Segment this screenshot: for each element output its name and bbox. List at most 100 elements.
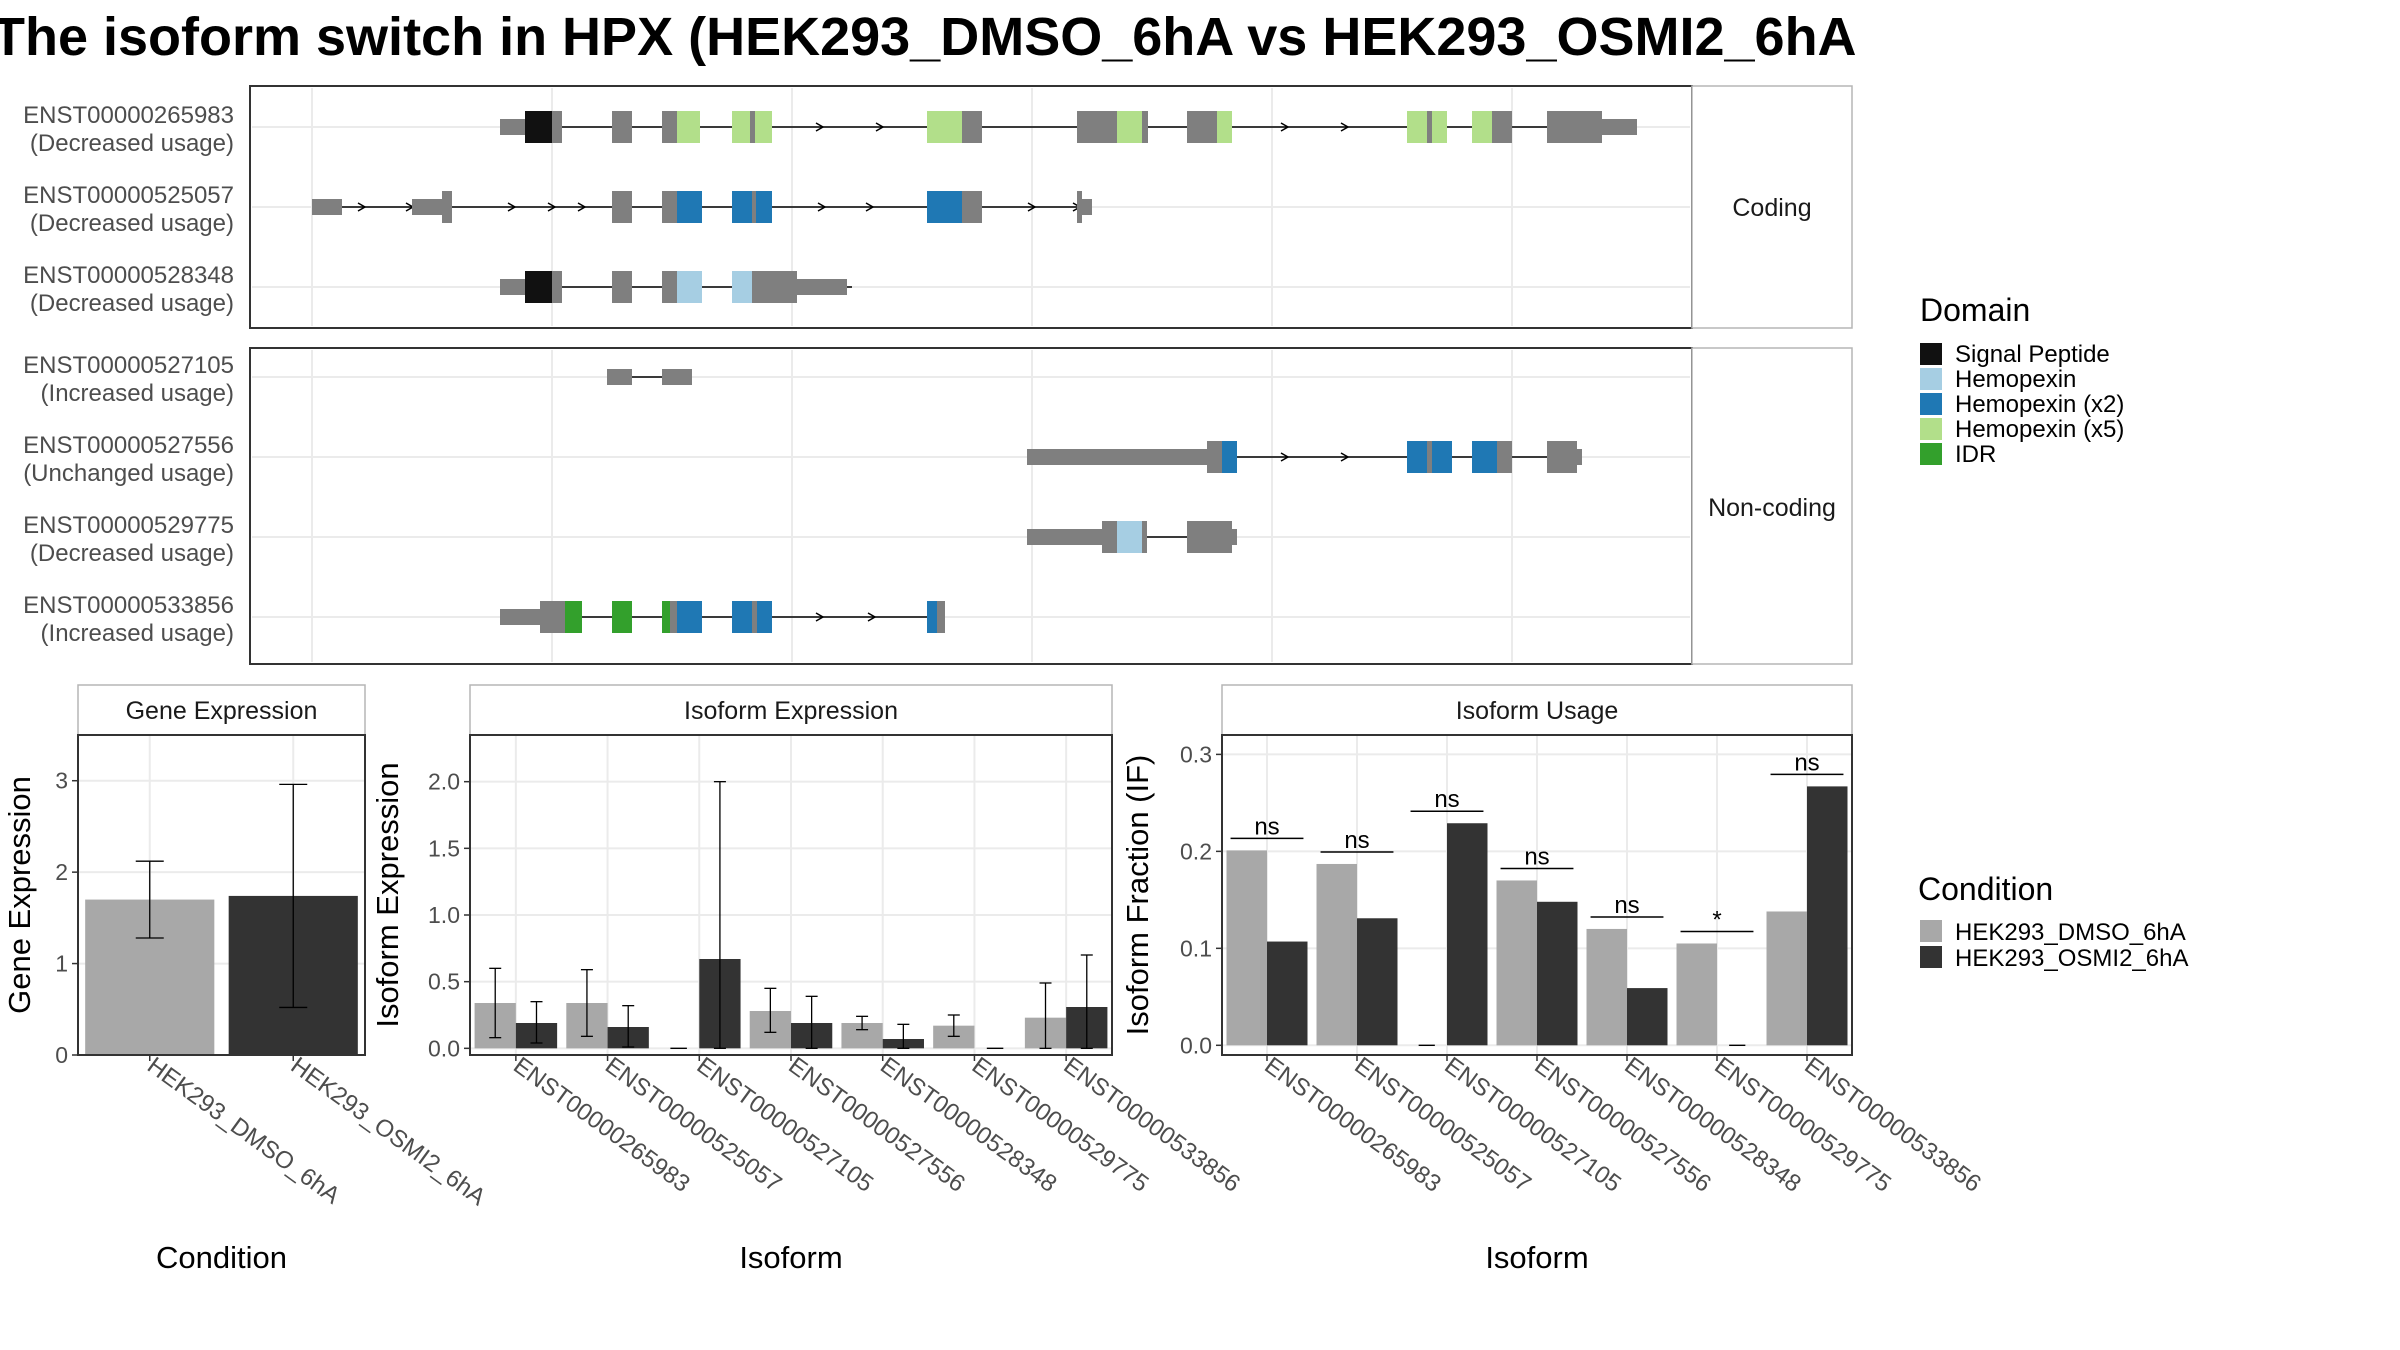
strand-arrow xyxy=(1027,202,1037,212)
legend-key-idr xyxy=(1920,443,1942,465)
significance-label: ns xyxy=(1344,827,1369,854)
exon-block xyxy=(677,601,702,633)
noncoding-panel-bg xyxy=(249,347,1693,665)
exon-block xyxy=(677,191,702,223)
y-axis-title: Gene Expression xyxy=(2,776,37,1014)
exon-block xyxy=(552,111,562,143)
isoform-label: ENST00000533856 xyxy=(23,592,234,619)
exon-block xyxy=(662,601,670,633)
coding-strip xyxy=(1691,85,1853,329)
legend-label: Hemopexin (x2) xyxy=(1955,391,2124,418)
panel-strip xyxy=(77,684,366,736)
exon-block xyxy=(1187,111,1217,143)
y-axis-title: Isoform Fraction (IF) xyxy=(1120,755,1155,1036)
strand-arrow xyxy=(547,202,557,212)
isoform-label: ENST00000527105 xyxy=(23,352,234,379)
exon-block xyxy=(1427,111,1432,143)
exon-block xyxy=(927,111,962,143)
plot-border xyxy=(77,734,366,1056)
bar xyxy=(1537,901,1578,1046)
bar xyxy=(1226,850,1267,1046)
isoform-label: ENST00000265983 xyxy=(23,102,234,129)
exon-block xyxy=(540,601,565,633)
plot-border xyxy=(1221,734,1853,1056)
exon-block xyxy=(1077,191,1082,223)
bar xyxy=(1766,911,1807,1046)
exon-block xyxy=(1117,521,1142,553)
y-tick-label: 0.0 xyxy=(1180,1032,1212,1058)
exon-block xyxy=(1187,521,1232,553)
gene-expression-chart: Gene ExpressionHEK293_DMSO_6hAHEK293_OSM… xyxy=(2,684,490,1275)
legend-key-hemopexin-x5 xyxy=(1920,418,1942,440)
exon-block xyxy=(500,119,525,135)
exon-block xyxy=(756,191,772,223)
exon-block xyxy=(525,111,552,143)
exon-block xyxy=(962,111,982,143)
y-tick-label: 2.0 xyxy=(428,769,460,795)
strand-arrow xyxy=(357,202,367,212)
bar xyxy=(1807,786,1848,1046)
exon-block xyxy=(1432,441,1452,473)
bar xyxy=(1267,941,1308,1046)
exon-block xyxy=(1472,111,1492,143)
significance-label: ns xyxy=(1434,786,1459,813)
legend-key-hemopexin-x2 xyxy=(1920,393,1942,415)
coding-strip-label: Coding xyxy=(1732,194,1811,222)
exon-block xyxy=(1407,441,1427,473)
exon-block xyxy=(1577,449,1582,465)
exon-block xyxy=(1082,199,1092,215)
exon-block xyxy=(927,191,962,223)
noncoding-strip xyxy=(1691,347,1853,665)
isoform-usage-label: (Unchanged usage) xyxy=(23,460,234,487)
plot-border xyxy=(469,734,1113,1056)
exon-block xyxy=(312,199,342,215)
panel-title: Gene Expression xyxy=(126,697,318,725)
bar xyxy=(1676,943,1717,1046)
exon-block xyxy=(1407,111,1427,143)
y-axis-title: Isoform Expression xyxy=(370,762,405,1027)
isoform-structure-panel: Coding Non-coding ENST00000265983 (Decre… xyxy=(23,85,1853,665)
exon-block xyxy=(1077,111,1117,143)
significance-label: ns xyxy=(1254,813,1279,840)
exon-block xyxy=(677,111,700,143)
exon-block xyxy=(607,369,632,385)
exon-block xyxy=(732,271,752,303)
strand-arrow xyxy=(1340,122,1350,132)
exon-block xyxy=(670,601,677,633)
exon-block xyxy=(752,601,757,633)
bar xyxy=(1627,988,1668,1046)
legend-key-dmso xyxy=(1920,920,1942,942)
y-tick-label: 3 xyxy=(55,768,68,794)
significance-label: ns xyxy=(1614,892,1639,919)
legend-key-signal-peptide xyxy=(1920,343,1942,365)
bar xyxy=(1496,880,1537,1046)
exon-block xyxy=(662,271,677,303)
isoform-usage-label: (Decreased usage) xyxy=(30,210,234,237)
panel-title: Isoform Expression xyxy=(684,697,898,725)
exon-block xyxy=(1027,529,1102,545)
exon-block xyxy=(612,111,632,143)
bar xyxy=(1357,918,1398,1046)
strand-arrow xyxy=(867,612,877,622)
page-title: The isoform switch in HPX (HEK293_DMSO_6… xyxy=(0,7,1857,67)
exon-block xyxy=(757,601,772,633)
y-tick-label: 0.1 xyxy=(1180,935,1212,961)
exon-block xyxy=(1432,111,1447,143)
exon-block xyxy=(752,191,756,223)
y-tick-label: 1.0 xyxy=(428,902,460,928)
condition-legend-title: Condition xyxy=(1918,871,2053,907)
y-tick-label: 2 xyxy=(55,859,68,885)
isoform-usage-label: (Decreased usage) xyxy=(30,540,234,567)
panel-strip xyxy=(469,684,1113,736)
legend-label: Hemopexin (x5) xyxy=(1955,416,2124,443)
exon-block xyxy=(1142,111,1148,143)
exon-block xyxy=(1472,441,1497,473)
exon-block xyxy=(750,111,755,143)
exon-block xyxy=(525,271,552,303)
x-axis-title: Isoform xyxy=(1485,1240,1588,1275)
exon-block xyxy=(500,609,540,625)
isoform-expression-chart: Isoform ExpressionENST00000265983ENST000… xyxy=(370,684,1245,1275)
exon-block xyxy=(662,111,677,143)
y-tick-label: 1.5 xyxy=(428,835,460,861)
